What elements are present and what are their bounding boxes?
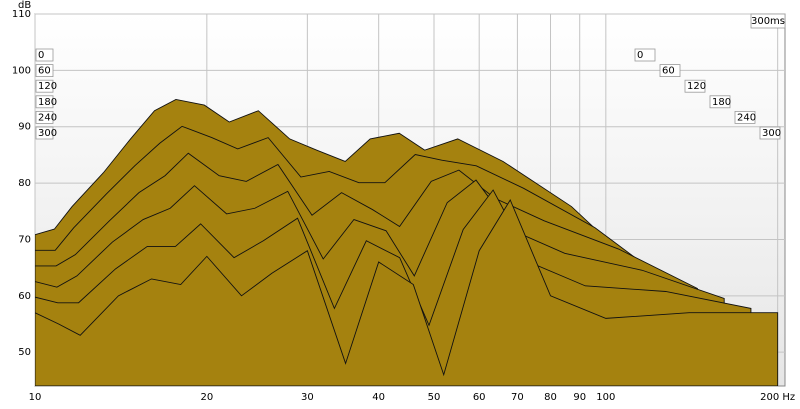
slice-area <box>35 199 779 386</box>
x-tick-label: 50 <box>428 392 441 403</box>
y-tick-label: 60 <box>18 291 31 302</box>
y-tick-label: 90 <box>18 122 31 133</box>
time-label-left: 60 <box>38 66 51 77</box>
time-label-box <box>35 111 54 124</box>
time-label-box <box>35 126 54 140</box>
time-label-left: 180 <box>38 97 57 108</box>
y-tick-label: 50 <box>18 347 31 358</box>
time-label-left: 120 <box>38 81 57 92</box>
time-label-box <box>734 111 756 124</box>
time-label-right: 300 <box>762 128 781 139</box>
time-label-box <box>35 48 54 62</box>
x-tick-label: 100 <box>596 392 615 403</box>
y-tick-label: 110 <box>12 9 31 20</box>
time-label-box <box>684 79 706 93</box>
z-label: 300ms <box>751 16 785 27</box>
y-tick-label: 80 <box>18 178 31 189</box>
time-label-box <box>35 95 54 109</box>
x-tick-label: 200 Hz <box>760 392 795 403</box>
time-label-box <box>35 64 54 77</box>
z-label-box <box>750 13 786 29</box>
x-tick-label: 80 <box>544 392 557 403</box>
time-label-box <box>35 79 54 93</box>
y-axis-label: dB <box>18 0 31 11</box>
y-tick-label: 100 <box>12 65 31 76</box>
x-tick-label: 40 <box>372 392 385 403</box>
x-tick-label: 30 <box>301 392 314 403</box>
time-label-box <box>634 48 656 62</box>
slices <box>35 98 779 386</box>
x-tick-label: 20 <box>200 392 213 403</box>
x-tick-label: 10 <box>29 392 42 403</box>
time-label-box <box>709 95 731 109</box>
time-label-right: 240 <box>737 112 756 123</box>
time-label-right: 0 <box>637 50 643 61</box>
x-tick-label: 60 <box>473 392 486 403</box>
y-tick-label: 70 <box>18 234 31 245</box>
time-label-left: 240 <box>38 112 57 123</box>
time-label-right: 180 <box>712 97 731 108</box>
x-tick-label: 70 <box>511 392 524 403</box>
labels: 50 60 70 80 90 100 110 10 20 30 40 50 60 70 80 90 100 200… <box>12 9 795 403</box>
time-label-right: 120 <box>687 81 706 92</box>
x-tick-label: 90 <box>573 392 586 403</box>
time-label-box <box>759 126 781 140</box>
time-label-left: 0 <box>38 50 44 61</box>
time-label-right: 60 <box>662 66 675 77</box>
time-label-box <box>659 64 681 77</box>
time-label-left: 300 <box>38 128 57 139</box>
